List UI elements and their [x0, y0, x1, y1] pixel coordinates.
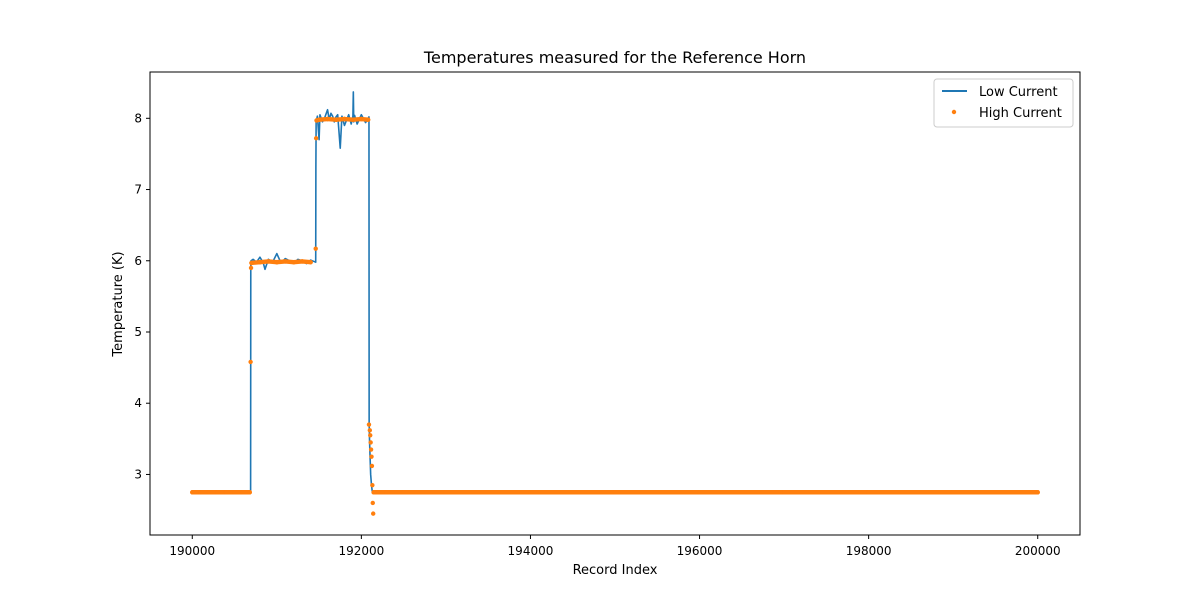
legend-box	[933, 78, 1074, 128]
x-tick-label: 192000	[338, 544, 384, 558]
series-low-current	[192, 91, 1038, 494]
x-tick-label: 196000	[677, 544, 723, 558]
high-current-point	[313, 136, 319, 141]
high-current-point	[368, 433, 373, 438]
plot-frame	[149, 71, 1081, 536]
x-axis-ticks: 190000 192000 194000 196000 198000 200000	[169, 535, 1061, 558]
legend-label-high-current: High Current	[979, 106, 1062, 121]
y-tick-label: 4	[134, 396, 142, 410]
high-current-point	[366, 422, 372, 427]
high-current-point	[367, 428, 373, 433]
high-current-point	[1035, 490, 1040, 495]
high-current-point	[369, 454, 374, 459]
high-current-point	[371, 511, 376, 516]
x-tick-label: 194000	[508, 544, 554, 558]
x-tick-label: 200000	[1015, 544, 1061, 558]
y-axis-ticks: 3 4 5 6 7 8	[134, 111, 150, 481]
y-tick-label: 6	[134, 254, 142, 268]
high-current-point	[308, 259, 313, 265]
x-tick-label: 198000	[846, 544, 892, 558]
high-current-point	[370, 500, 375, 506]
plot-area	[190, 91, 1040, 516]
high-current-point	[370, 482, 375, 488]
x-tick-label: 190000	[169, 544, 215, 558]
low-current-line	[192, 91, 1038, 494]
high-current-point	[248, 359, 253, 365]
legend-label-low-current: Low Current	[979, 85, 1058, 100]
high-current-point	[247, 490, 252, 495]
series-high-current	[190, 116, 1040, 516]
legend: Low Current High Current	[933, 78, 1074, 128]
y-tick-label: 3	[134, 467, 142, 481]
high-current-point	[368, 440, 373, 445]
y-axis-label: Temperature (K)	[111, 251, 126, 357]
high-current-point	[369, 463, 375, 469]
high-current-point	[313, 246, 318, 251]
y-tick-label: 8	[134, 111, 142, 125]
chart-title: Temperatures measured for the Reference …	[423, 48, 806, 67]
high-current-point	[368, 447, 374, 452]
legend-marker-high-current	[951, 109, 957, 115]
high-current-point	[365, 117, 371, 122]
high-current-point	[248, 265, 254, 271]
y-tick-label: 7	[134, 183, 142, 197]
x-axis-label: Record Index	[573, 563, 658, 578]
y-tick-label: 5	[134, 325, 142, 339]
